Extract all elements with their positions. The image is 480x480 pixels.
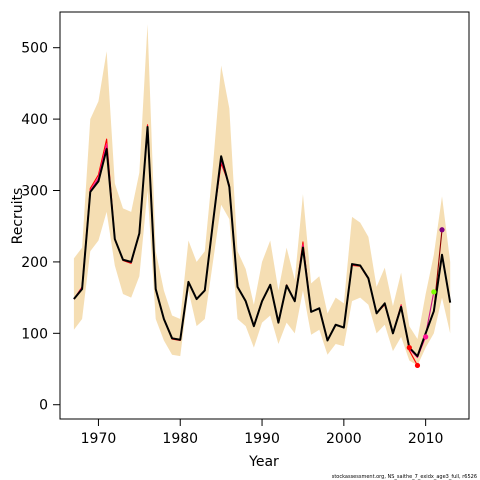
- x-tick-label-1970: 1970: [81, 431, 117, 447]
- x-tick-label-1990: 1990: [244, 431, 280, 447]
- x-axis-title: Year: [248, 454, 279, 470]
- y-axis-title: Recruits: [10, 188, 26, 245]
- y-tick-label-0: 0: [39, 398, 48, 414]
- plot-frame: [59, 11, 470, 420]
- retro-endpoint-5: [406, 345, 412, 351]
- retro-endpoint-3: [431, 289, 437, 295]
- retro-endpoint-1: [414, 362, 421, 369]
- confidence-band: [73, 24, 451, 366]
- y-tick-label-100: 100: [21, 326, 48, 342]
- x-tick-label-2010: 2010: [408, 431, 444, 447]
- y-tick-label-300: 300: [21, 184, 48, 200]
- y-axis: 0 100 200 300 400 500: [21, 41, 60, 414]
- y-tick-label-400: 400: [21, 112, 48, 128]
- x-tick-label-2000: 2000: [326, 431, 362, 447]
- retro-endpoint-2: [423, 334, 429, 340]
- plot-area: [73, 24, 452, 369]
- credit-text: stockassessment.org, NS_saithe_7_exidx_a…: [332, 474, 477, 480]
- y-tick-label-500: 500: [21, 41, 48, 57]
- x-tick-label-1980: 1980: [162, 431, 198, 447]
- y-tick-label-200: 200: [21, 255, 48, 271]
- x-axis: 1970 1980 1990 2000 2010: [81, 419, 444, 447]
- retro-endpoint-4: [439, 227, 445, 233]
- main-estimate-line: [73, 125, 452, 358]
